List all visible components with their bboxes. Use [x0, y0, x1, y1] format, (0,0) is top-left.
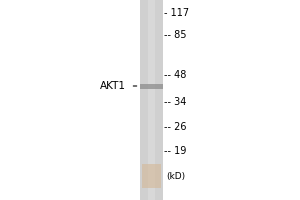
Bar [140, 84, 163, 88]
Bar [142, 164, 161, 188]
Text: -- 34: -- 34 [164, 97, 186, 107]
Text: - 117: - 117 [164, 8, 189, 18]
Text: -- 85: -- 85 [164, 30, 186, 40]
Text: -- 19: -- 19 [164, 146, 186, 156]
Bar [148, 0, 155, 200]
Text: -- 26: -- 26 [164, 122, 186, 132]
Text: -- 48: -- 48 [164, 70, 186, 80]
Text: AKT1: AKT1 [100, 81, 126, 91]
Bar [140, 0, 163, 200]
Text: (kD): (kD) [167, 171, 186, 180]
